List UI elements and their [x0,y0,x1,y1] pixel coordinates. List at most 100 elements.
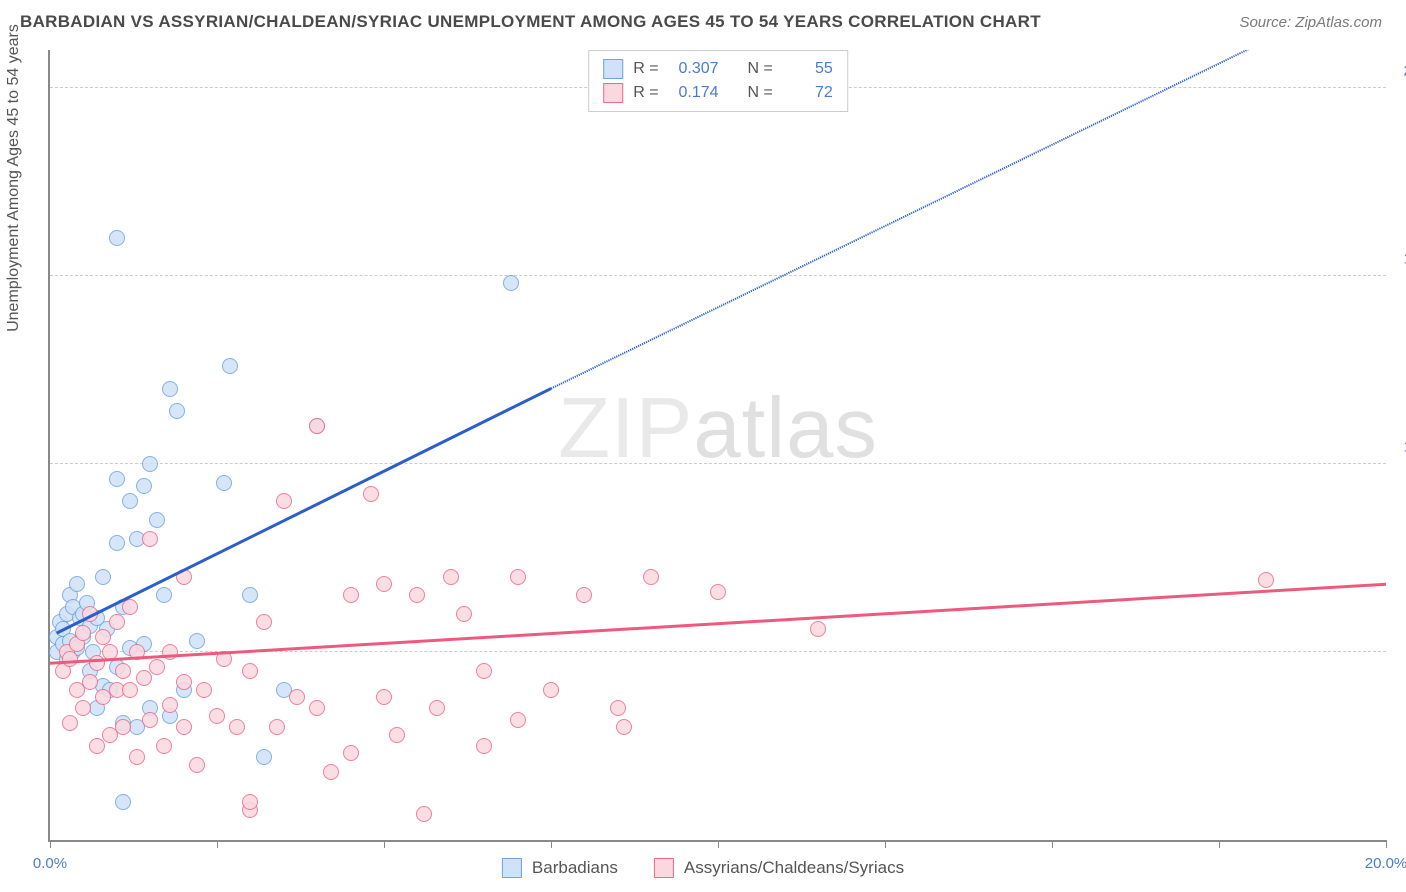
y-axis-label: Unemployment Among Ages 45 to 54 years [5,24,23,332]
chart-title: BARBADIAN VS ASSYRIAN/CHALDEAN/SYRIAC UN… [20,12,1041,32]
legend-label: Assyrians/Chaldeans/Syriacs [684,858,904,878]
series-legend: BarbadiansAssyrians/Chaldeans/Syriacs [502,858,904,878]
data-point [289,689,305,705]
data-point [323,764,339,780]
data-point [142,456,158,472]
data-point [142,712,158,728]
data-point [309,418,325,434]
r-value: 0.307 [669,60,719,78]
correlation-legend: R =0.307 N =55R =0.174 N =72 [588,50,848,112]
title-bar: BARBADIAN VS ASSYRIAN/CHALDEAN/SYRIAC UN… [0,0,1406,40]
x-tick [718,840,719,848]
gridline [50,463,1386,464]
data-point [62,651,78,667]
r-label: R = [633,60,658,78]
data-point [82,674,98,690]
data-point [510,569,526,585]
data-point [95,629,111,645]
data-point [129,644,145,660]
data-point [122,682,138,698]
data-point [376,576,392,592]
data-point [429,700,445,716]
n-value: 55 [783,60,833,78]
legend-stat-row: R =0.174 N =72 [603,81,833,105]
data-point [216,651,232,667]
data-point [269,719,285,735]
data-point [176,719,192,735]
trend-lines-layer [50,50,1386,840]
data-point [102,644,118,660]
data-point [115,794,131,810]
x-tick [384,840,385,848]
x-tick-label: 0.0% [33,855,67,872]
data-point [109,535,125,551]
x-tick [1219,840,1220,848]
data-point [543,682,559,698]
data-point [162,381,178,397]
legend-stat-row: R = 0.307 N = 55 [603,57,833,81]
source-attribution: Source: ZipAtlas.com [1239,14,1382,31]
data-point [115,719,131,735]
data-point [209,708,225,724]
data-point [309,700,325,716]
data-point [229,719,245,735]
data-point [136,670,152,686]
data-point [409,587,425,603]
x-tick [50,840,51,848]
data-point [156,587,172,603]
data-point [109,230,125,246]
n-label: N = [747,84,772,102]
data-point [216,475,232,491]
data-point [95,569,111,585]
data-point [389,727,405,743]
legend-swatch [603,59,623,79]
y-tick-label: 20.0% [1391,62,1406,79]
data-point [343,587,359,603]
y-tick-label: 10.0% [1391,438,1406,455]
data-point [256,614,272,630]
data-point [343,745,359,761]
y-tick-label: 5.0% [1391,626,1406,643]
data-point [510,712,526,728]
data-point [136,478,152,494]
data-point [169,403,185,419]
gridline [50,651,1386,652]
data-point [643,569,659,585]
data-point [222,358,238,374]
data-point [89,655,105,671]
data-point [189,633,205,649]
data-point [156,738,172,754]
data-point [256,749,272,765]
data-point [109,471,125,487]
n-label: N = [747,60,772,78]
data-point [69,576,85,592]
legend-swatch [502,858,522,878]
data-point [476,738,492,754]
data-point [122,493,138,509]
data-point [189,757,205,773]
data-point [363,486,379,502]
data-point [149,659,165,675]
data-point [176,569,192,585]
data-point [162,697,178,713]
data-point [149,512,165,528]
data-point [503,275,519,291]
gridline [50,275,1386,276]
data-point [610,700,626,716]
data-point [75,625,91,641]
data-point [75,700,91,716]
data-point [89,738,105,754]
data-point [129,749,145,765]
data-point [142,531,158,547]
x-tick [1052,840,1053,848]
r-value: 0.174 [669,84,719,102]
r-label: R = [633,84,658,102]
data-point [82,606,98,622]
data-point [810,621,826,637]
data-point [62,715,78,731]
legend-swatch [654,858,674,878]
data-point [109,614,125,630]
data-point [443,569,459,585]
data-point [456,606,472,622]
data-point [242,663,258,679]
